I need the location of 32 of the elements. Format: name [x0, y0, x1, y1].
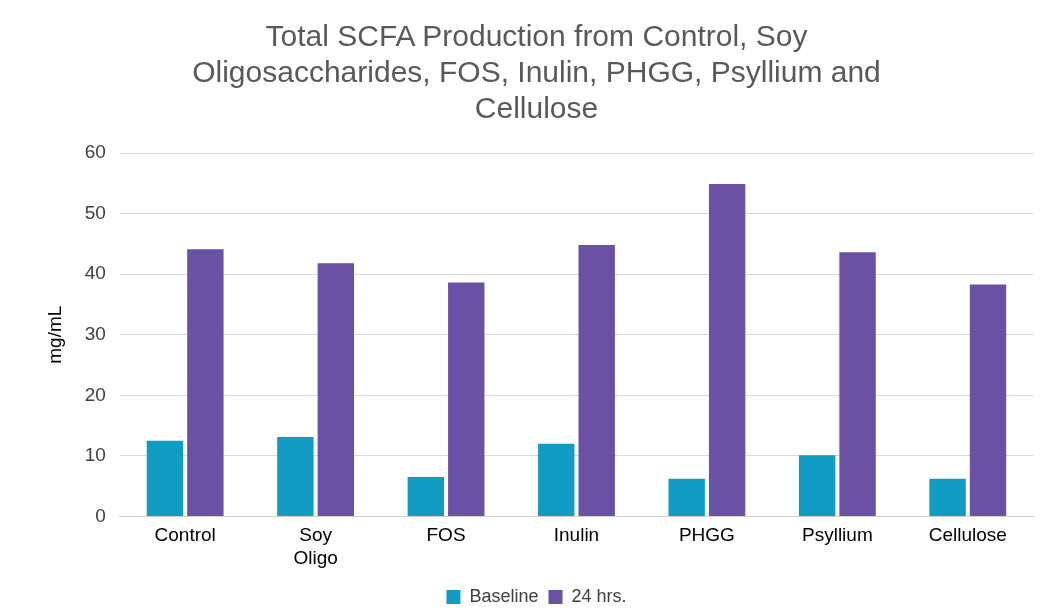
y-tick-label: 10 [84, 444, 106, 466]
chart-title: Total SCFA Production from Control, Soy Oligosaccharides, FOS, Inulin, PHGG, Psyllium and Cellulose [192, 19, 881, 125]
bar [708, 183, 746, 516]
x-tick-label: Soy Oligo [293, 524, 338, 568]
bar [578, 245, 615, 516]
y-tick-label: 60 [84, 141, 106, 163]
bar [187, 249, 224, 516]
bar [407, 477, 445, 516]
x-tick-label: Cellulose [928, 524, 1007, 546]
bar [146, 440, 184, 516]
bar [668, 478, 705, 516]
y-axis-title: mg/mL [43, 305, 65, 364]
legend-label: 24 hrs. [571, 585, 627, 606]
bar [839, 252, 876, 516]
y-tick-label: 50 [84, 201, 106, 223]
x-tick-label: Psyllium [801, 524, 873, 546]
bar [277, 437, 314, 516]
bar [798, 455, 836, 516]
bar [969, 284, 1007, 516]
x-tick-label: Control [154, 524, 216, 546]
x-tick-label: PHGG [678, 524, 735, 546]
legend-label: Baseline [469, 585, 539, 606]
bar [317, 263, 355, 516]
y-tick-label: 20 [84, 383, 106, 405]
bar [929, 478, 966, 516]
x-tick-label: Inulin [553, 524, 600, 546]
x-tick-label: FOS [426, 524, 466, 546]
y-tick-label: 30 [84, 322, 106, 344]
y-tick-label: 40 [84, 262, 106, 284]
bar [448, 282, 485, 516]
y-tick-label: 0 [95, 504, 106, 526]
bar [538, 443, 575, 516]
